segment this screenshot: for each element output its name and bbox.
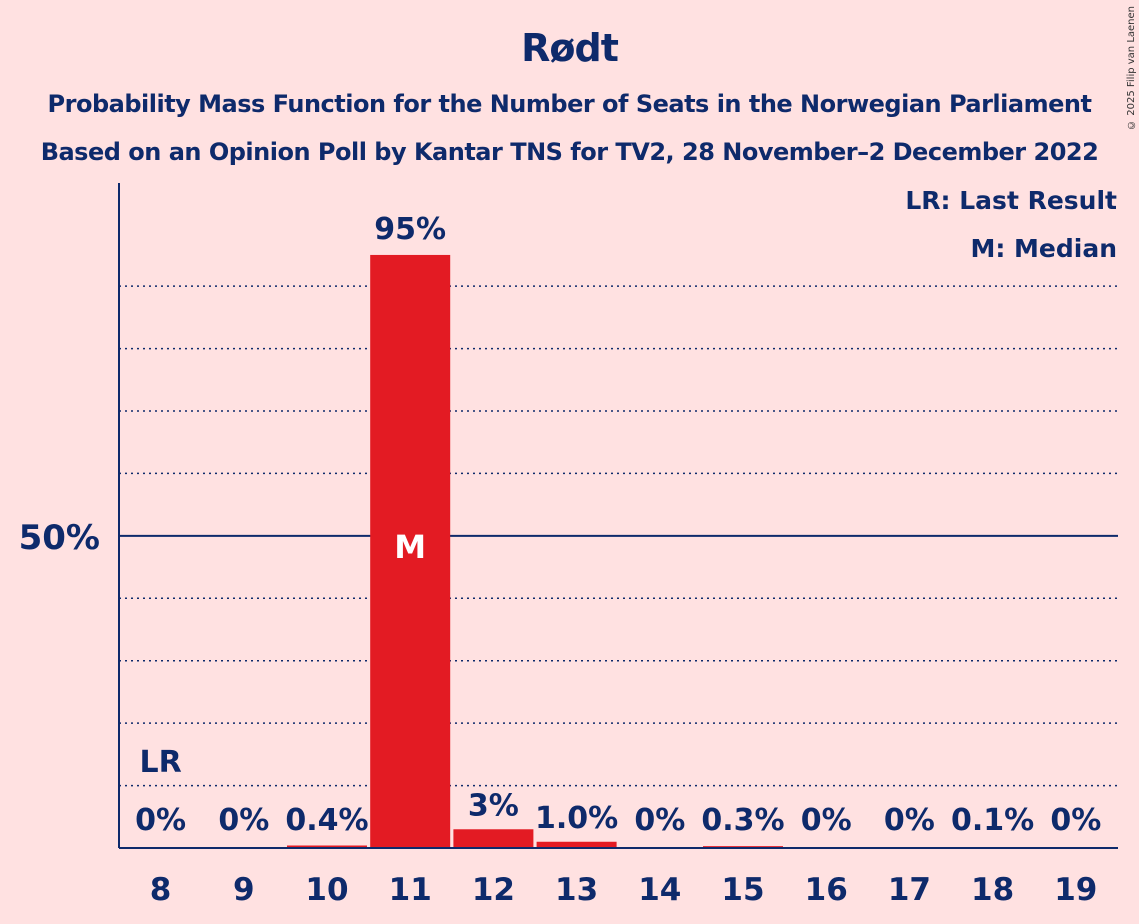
data-label-19: 0%	[1050, 803, 1101, 838]
x-tick-label-16: 16	[805, 872, 848, 908]
y-tick-label: 50%	[19, 518, 100, 558]
x-tick-label-18: 18	[971, 872, 1014, 908]
x-tick-label-9: 9	[233, 872, 255, 908]
bar-13	[536, 841, 617, 848]
x-tick-label-8: 8	[150, 872, 172, 908]
x-tick-label-12: 12	[472, 872, 515, 908]
gridlines	[119, 285, 1118, 787]
bar-11	[370, 254, 451, 848]
data-label-12: 3%	[468, 788, 519, 823]
chart-title: Rødt	[521, 26, 619, 70]
median-marker: M	[394, 528, 426, 566]
x-tick-label-19: 19	[1054, 872, 1097, 908]
x-tick-label-17: 17	[888, 872, 931, 908]
data-label-8: 0%	[135, 803, 186, 838]
data-label-10: 0.4%	[285, 803, 368, 838]
data-label-11: 95%	[374, 212, 446, 247]
axes: 50% 8 9 10 11 12 13 14 15 16 17 18 19	[19, 183, 1118, 908]
bars	[287, 254, 1033, 848]
bar-12	[453, 829, 534, 848]
data-label-16: 0%	[801, 803, 852, 838]
data-label-14: 0%	[634, 803, 685, 838]
data-label-13: 1.0%	[535, 801, 618, 836]
data-label-18: 0.1%	[951, 803, 1034, 838]
last-result-marker: LR	[139, 745, 181, 780]
data-labels: 0% LR 0% 0.4% 95% M 3% 1.0% 0% 0.3% 0% 0% 0.1% 0%	[135, 212, 1101, 838]
legend-median: M: Median	[970, 234, 1117, 263]
chart-subtitle-line1: Probability Mass Function for the Number…	[47, 90, 1092, 118]
x-tick-label-11: 11	[389, 872, 432, 908]
x-tick-label-14: 14	[638, 872, 681, 908]
legend-last-result: LR: Last Result	[905, 186, 1117, 215]
x-tick-label-13: 13	[555, 872, 598, 908]
bar-10	[287, 845, 367, 848]
chart-subtitle-line2: Based on an Opinion Poll by Kantar TNS f…	[40, 138, 1099, 166]
data-label-9: 0%	[218, 803, 269, 838]
x-tick-label-15: 15	[721, 872, 764, 908]
x-tick-label-10: 10	[305, 872, 348, 908]
data-label-15: 0.3%	[701, 803, 784, 838]
data-label-17: 0%	[884, 803, 935, 838]
